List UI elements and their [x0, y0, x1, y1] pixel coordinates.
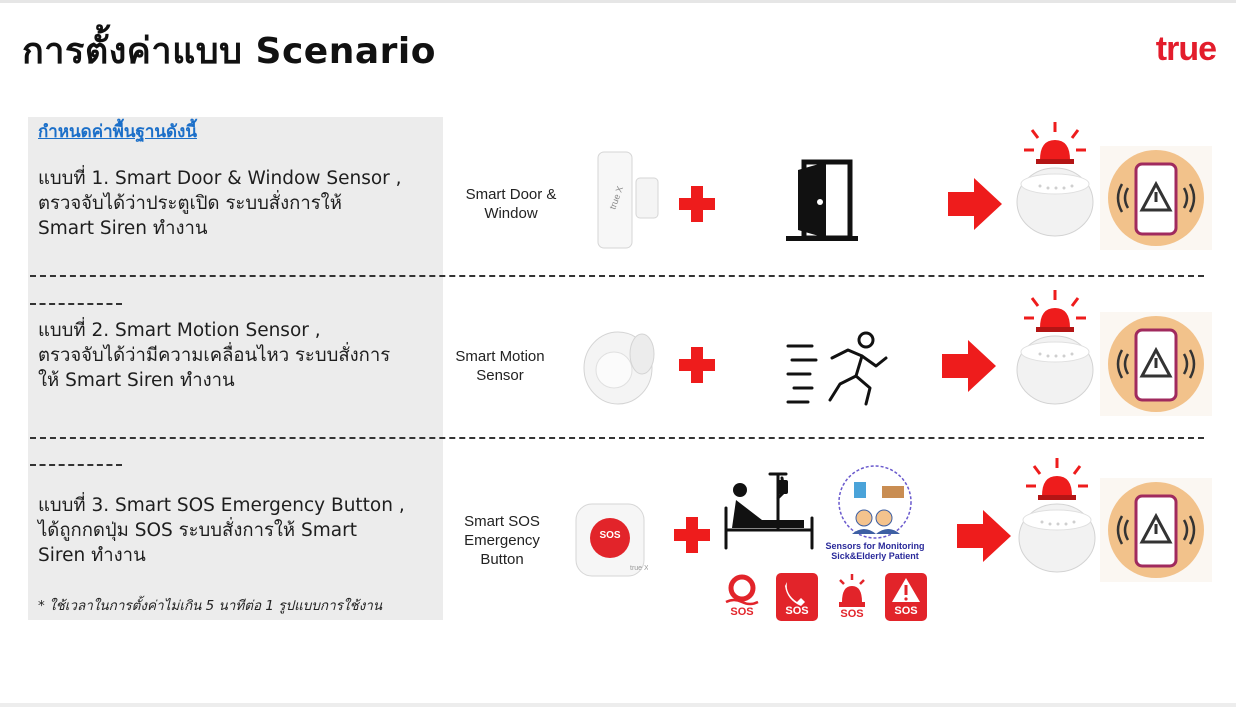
smart-siren-icon — [1016, 290, 1094, 405]
sos-icon-label-3: SOS — [840, 608, 864, 620]
divider-2-tail — [30, 464, 122, 466]
running-person-icon — [786, 331, 888, 406]
sos-button-device-icon: true X — [575, 503, 648, 577]
sos-icon-label-1: SOS — [730, 606, 754, 618]
divider-2 — [30, 437, 1204, 439]
device-label-door-window: Smart Door & Window — [465, 186, 557, 222]
scenario-3-description: แบบที่ 3. Smart SOS Emergency Button , ไ… — [38, 495, 405, 566]
lifebuoy-sos-icon — [725, 574, 759, 606]
section-heading: กำหนดค่าพื้นฐานดังนี้ — [38, 122, 197, 142]
scenario-1-description: แบบที่ 1. Smart Door & Window Sensor , ต… — [38, 168, 402, 239]
scenario-2-description: แบบที่ 2. Smart Motion Sensor , ตรวจจับไ… — [38, 320, 391, 391]
page-title: การตั้งค่าแบบ Scenario — [22, 31, 436, 72]
phone-sos-icon — [776, 573, 818, 621]
monitoring-illustration-icon — [838, 465, 912, 539]
warning-sos-icon — [885, 573, 927, 621]
svg-text:true X: true X — [630, 565, 648, 572]
device-label-motion: Smart Motion Sensor — [455, 348, 545, 384]
sos-button-text: SOS — [599, 530, 621, 541]
smart-siren-icon — [1016, 122, 1094, 237]
hospital-bed-patient-icon — [724, 472, 814, 550]
phone-alert-icon — [1100, 146, 1212, 250]
bottom-border — [0, 703, 1236, 707]
brand-logo: true — [1155, 30, 1217, 68]
divider-1-tail — [30, 303, 122, 305]
arrow-right-icon — [957, 510, 1011, 562]
smart-siren-icon — [1018, 458, 1096, 573]
siren-sos-icon — [839, 574, 865, 607]
motion-sensor-icon — [583, 331, 655, 405]
arrow-right-icon — [942, 340, 996, 392]
setup-time-note: * ใช้เวลาในการตั้งค่าไม่เกิน 5 นาทีต่อ 1… — [38, 598, 383, 614]
divider-1 — [30, 275, 1204, 277]
left-panel — [28, 117, 443, 620]
arrow-right-icon — [948, 178, 1002, 230]
sos-icon-label-2: SOS — [785, 605, 809, 617]
top-border — [0, 0, 1236, 3]
plus-icon — [679, 347, 715, 383]
sos-icon-label-4: SOS — [894, 605, 918, 617]
monitoring-label: Sensors for Monitoring Sick&Elderly Pati… — [825, 541, 925, 561]
door-window-sensor-icon: true X — [597, 151, 659, 249]
open-door-icon — [786, 159, 858, 241]
device-label-sos: Smart SOS Emergency Button — [464, 513, 540, 568]
phone-alert-icon — [1100, 312, 1212, 416]
plus-icon — [674, 517, 710, 553]
phone-alert-icon — [1100, 478, 1212, 582]
plus-icon — [679, 186, 715, 222]
